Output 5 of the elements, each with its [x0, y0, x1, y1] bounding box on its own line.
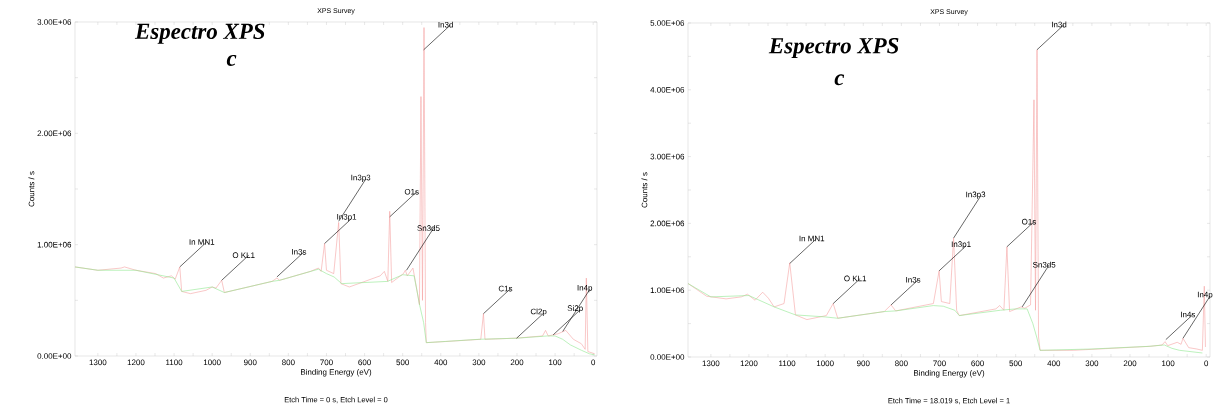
annotation: c — [834, 74, 845, 86]
annotation: Espectro XPS — [134, 23, 265, 44]
line-series — [74, 266, 596, 356]
annotation: c — [226, 54, 237, 66]
annotation: Espectro XPS — [768, 38, 899, 59]
